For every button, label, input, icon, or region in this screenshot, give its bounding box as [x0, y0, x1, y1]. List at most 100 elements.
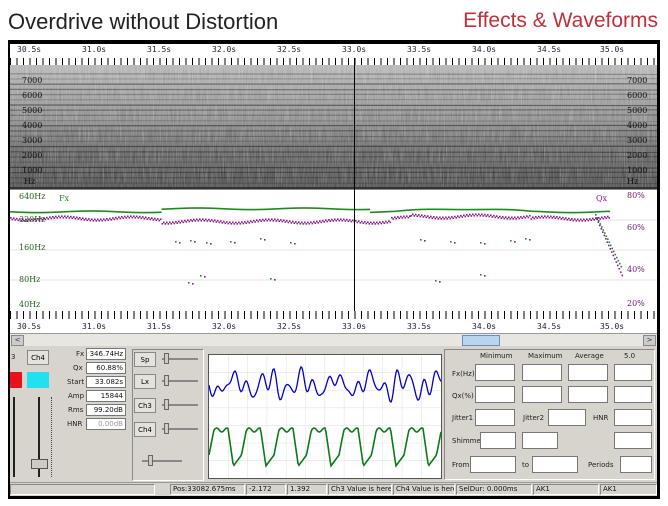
status-ch4-value: Ch4 Value is here	[393, 484, 455, 495]
pitch-axis-label: 160Hz	[19, 243, 46, 252]
status-cell-empty	[10, 484, 155, 495]
horizontal-scrollbar[interactable]: < >	[10, 333, 657, 346]
qx-axis-label: 40%	[627, 265, 645, 274]
time-label: 32.5s	[277, 45, 302, 54]
stats-header-value: 5.0	[624, 352, 636, 360]
hnr-stat-label: HNR	[593, 414, 609, 422]
ch4-slider[interactable]	[162, 423, 198, 435]
time-label: 30.5s	[17, 45, 42, 54]
shimmer-label: Shimmer	[452, 437, 484, 445]
status-value-1: -2.172	[246, 484, 286, 495]
time-label: 30.5s	[17, 322, 42, 331]
qx-readout-label: Qx	[73, 364, 83, 372]
ruler-ticks	[10, 311, 657, 319]
time-label: 31.5s	[147, 322, 172, 331]
ch4-color-button[interactable]	[27, 372, 49, 388]
ch3-slider-button[interactable]: Ch3	[134, 398, 156, 413]
freq-label-right: 7000	[627, 76, 648, 85]
ruler-ticks	[10, 58, 657, 66]
pitch-axis-label: 640Hz	[19, 192, 46, 201]
time-ruler-top: 30.5s 31.0s 31.5s 32.0s 32.5s 33.0s 33.5…	[10, 44, 657, 66]
scroll-right-button[interactable]: >	[643, 335, 656, 346]
time-label: 31.0s	[82, 45, 107, 54]
spectrogram[interactable]: 7000 6000 5000 4000 3000 2000 1000 Hz 70…	[10, 65, 657, 189]
ch3-partial-label: 3	[11, 353, 16, 361]
time-label: 33.5s	[407, 322, 432, 331]
from-field[interactable]	[470, 456, 516, 473]
qx-min-field	[475, 386, 515, 403]
shimmer-field-3	[614, 432, 652, 449]
lx-slider[interactable]	[162, 375, 198, 387]
freq-label-right: 2000	[627, 151, 648, 160]
shimmer-field-2	[522, 432, 558, 449]
status-selection-duration: SelDur: 0.000ms	[456, 484, 532, 495]
qx-axis-label: 60%	[627, 223, 645, 232]
fx-avg-field	[568, 364, 608, 381]
pitch-trace	[10, 207, 657, 285]
scroll-left-button[interactable]: <	[11, 335, 24, 346]
playhead-cursor[interactable]	[354, 58, 355, 311]
jitter1-field	[475, 409, 515, 426]
fx-min-field	[475, 364, 515, 381]
qx-avg-field	[568, 386, 608, 403]
control-area: 3 Ch4 Fx 346.74Hz Qx 60.88% Start 33.082…	[10, 347, 657, 496]
start-readout-label: Start	[67, 378, 85, 386]
time-label: 33.0s	[342, 322, 367, 331]
qx-max-field	[522, 386, 562, 403]
start-readout: 33.082s	[86, 376, 126, 388]
freq-label: 6000	[22, 91, 43, 100]
freq-label-right: 5000	[627, 106, 648, 115]
fx-extra-field	[614, 364, 652, 381]
shimmer-field	[480, 432, 516, 449]
time-label: 32.5s	[277, 322, 302, 331]
jitter1-label: Jitter1	[452, 414, 474, 422]
periods-field[interactable]	[620, 456, 652, 473]
sp-slider[interactable]	[162, 353, 198, 365]
stats-row-fx: Fx(Hz)	[452, 370, 475, 378]
time-label: 31.0s	[82, 322, 107, 331]
pitch-axis-label: 80Hz	[19, 275, 41, 284]
spectrogram-image	[10, 65, 657, 189]
time-label: 34.0s	[472, 45, 497, 54]
ch3-volume-track[interactable]	[13, 397, 15, 477]
freq-label: 3000	[22, 136, 43, 145]
brand-title: Effects & Waveforms	[463, 9, 658, 32]
amp-readout-label: Amp	[68, 392, 85, 400]
ch4-volume-knob[interactable]	[31, 459, 48, 469]
freq-label-right: 6000	[627, 91, 648, 100]
analysis-panel: 30.5s 31.0s 31.5s 32.0s 32.5s 33.0s 33.5…	[10, 44, 657, 496]
freq-label: 2000	[22, 151, 43, 160]
ch4-volume-track[interactable]	[38, 397, 40, 477]
ch3-color-button[interactable]	[10, 372, 22, 388]
rms-readout: 99.20dB	[86, 404, 126, 416]
pitch-plot[interactable]: 640Hz 320Hz 160Hz 80Hz 40Hz Fx Qx 80% 60…	[10, 189, 657, 312]
freq-unit-label: Hz	[24, 177, 36, 186]
status-ch3-value: Ch3 Value is here	[328, 484, 392, 495]
ch3-slider[interactable]	[162, 399, 198, 411]
rate-slider[interactable]	[142, 455, 182, 467]
time-label: 32.0s	[212, 322, 237, 331]
fx-readout: 346.74Hz	[86, 348, 126, 360]
time-label: 31.5s	[147, 45, 172, 54]
freq-label-right: 4000	[627, 121, 648, 130]
time-label: 35.0s	[600, 322, 625, 331]
fx-legend: Fx	[59, 194, 70, 203]
waveform-display[interactable]	[208, 354, 442, 479]
from-label: From	[452, 461, 470, 469]
qx-legend: Qx	[596, 194, 608, 203]
status-position: Pos:33082.675ms	[170, 484, 245, 495]
ch4-slider-button[interactable]: Ch4	[134, 422, 156, 437]
ch4-label-button[interactable]: Ch4	[27, 350, 49, 365]
time-label: 34.0s	[472, 322, 497, 331]
status-ak1: AK1	[533, 484, 599, 495]
fx-max-field	[522, 364, 562, 381]
freq-label-right: 3000	[627, 136, 648, 145]
freq-label: 4000	[22, 121, 43, 130]
rms-readout-label: Rms	[68, 406, 84, 414]
scroll-thumb[interactable]	[462, 335, 500, 346]
lx-button[interactable]: Lx	[134, 374, 156, 389]
time-label: 34.5s	[537, 45, 562, 54]
stats-header-min: Minimum	[480, 352, 513, 360]
sp-button[interactable]: Sp	[134, 352, 156, 367]
to-field[interactable]	[532, 456, 578, 473]
